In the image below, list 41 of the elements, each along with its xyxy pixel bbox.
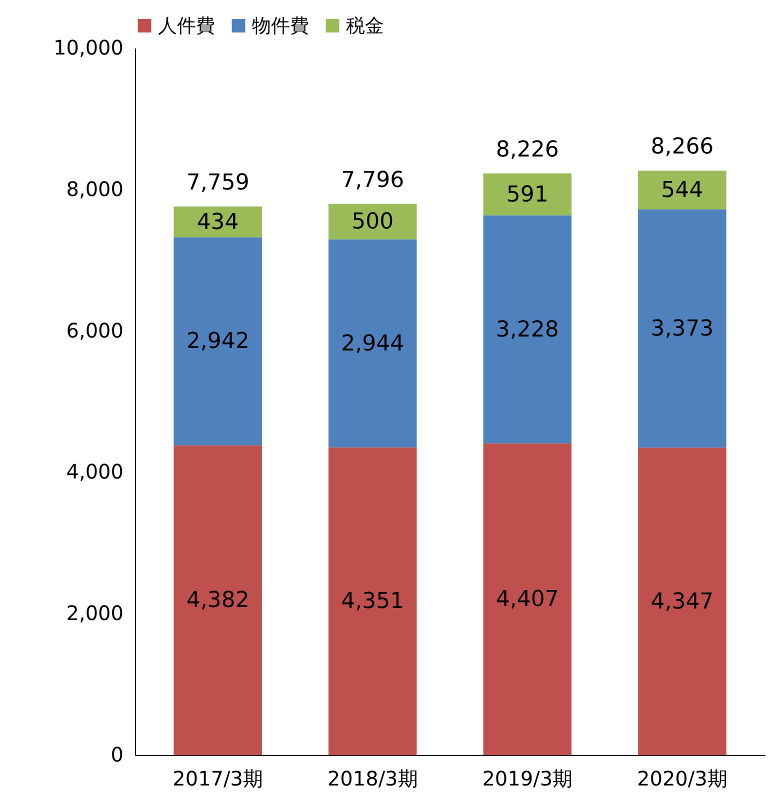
bar [638, 170, 726, 210]
x-tick-label: 2017/3期 [172, 766, 263, 790]
data-label: 3,373 [650, 316, 714, 342]
y-tick-label: 8,000 [66, 176, 124, 201]
bar [638, 209, 726, 448]
bar [174, 206, 262, 238]
bar [328, 204, 417, 240]
bar [483, 173, 572, 216]
legend-label: 物件費 [252, 14, 309, 37]
y-tick-label: 10,000 [54, 36, 124, 60]
bar [483, 443, 572, 755]
y-tick-label: 2,000 [66, 601, 124, 626]
data-label: 4,382 [186, 588, 250, 614]
bar [174, 237, 262, 446]
data-label: 544 [661, 178, 704, 203]
data-label: 500 [352, 210, 394, 235]
data-label: 2,944 [341, 331, 404, 356]
data-label: 591 [506, 182, 548, 208]
total-label: 7,759 [186, 170, 250, 196]
y-tick-label: 6,000 [66, 318, 124, 342]
bar [483, 215, 572, 444]
x-tick-label: 2020/3期 [637, 766, 728, 790]
legend-label: 税金 [346, 14, 384, 37]
bar [328, 447, 417, 755]
bar [328, 239, 417, 448]
bar [638, 448, 726, 755]
data-label: 3,228 [496, 317, 559, 342]
total-label: 8,266 [650, 134, 714, 160]
y-tick-label: 0 [110, 742, 124, 766]
y-tick-label: 4,000 [66, 460, 124, 484]
data-label: 434 [196, 210, 239, 235]
x-tick-label: 2018/3期 [327, 766, 418, 790]
legend-label: 人件費 [158, 14, 215, 37]
x-tick-label: 2019/3期 [482, 766, 573, 790]
data-label: 2,942 [186, 329, 250, 354]
total-label: 7,796 [341, 168, 404, 193]
total-label: 8,226 [496, 137, 559, 162]
data-label: 4,351 [341, 589, 404, 614]
bar [174, 445, 262, 755]
data-label: 4,407 [496, 587, 559, 612]
data-label: 4,347 [650, 589, 714, 614]
